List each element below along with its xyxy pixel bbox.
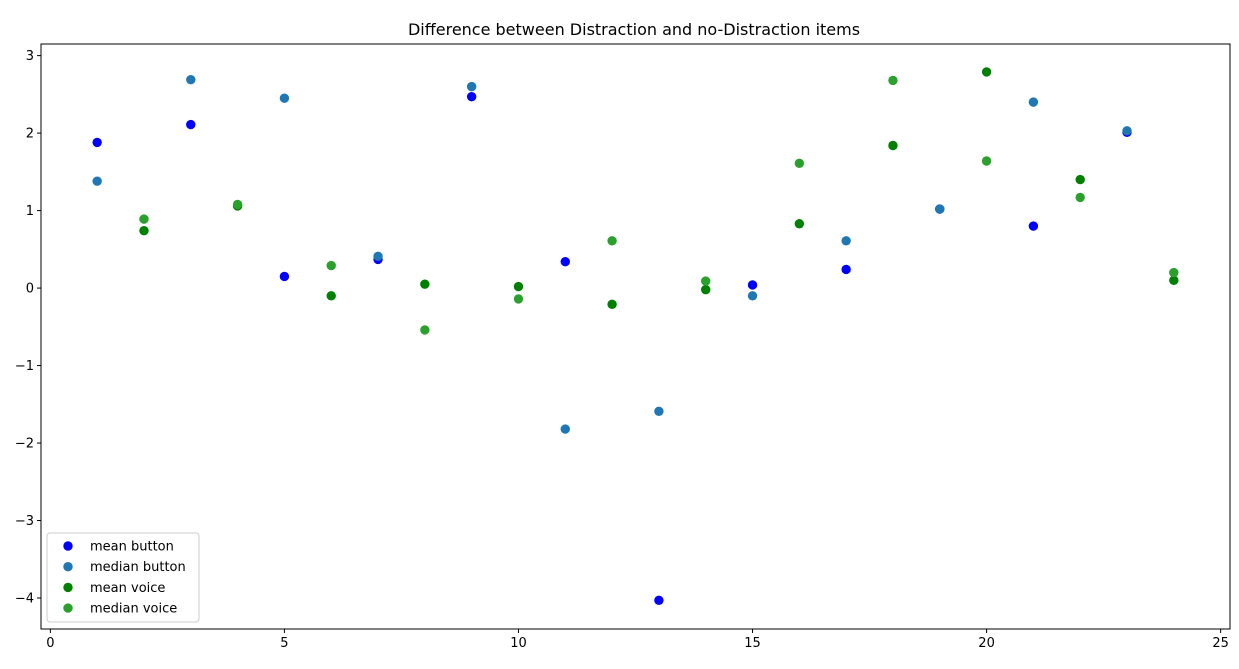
y-tick-label: 0: [26, 282, 34, 297]
data-point: [560, 257, 570, 267]
data-point: [841, 236, 851, 246]
y-tick-label: −4: [15, 592, 34, 607]
chart-title: Difference between Distraction and no-Di…: [408, 20, 860, 39]
data-point: [373, 251, 383, 262]
plot-frame: [40, 43, 1231, 630]
data-point: [794, 219, 805, 229]
data-point: [1075, 174, 1085, 185]
y-tick-label: 3: [26, 49, 34, 64]
x-tick-label: 15: [744, 636, 761, 651]
x-tick-label: 25: [1212, 636, 1229, 651]
y-tick-label: 2: [26, 127, 34, 142]
data-point: [935, 204, 945, 214]
data-point: [747, 291, 758, 301]
y-axis: −4 −3 −2 −1 0 1 2 3: [15, 49, 41, 607]
x-tick-label: 20: [978, 636, 995, 651]
data-point: [466, 91, 477, 102]
legend: mean button median button mean voice median…: [46, 532, 200, 623]
data-point: [139, 226, 149, 236]
data-point: [1122, 126, 1132, 136]
data-point: [1028, 97, 1039, 107]
legend-marker: [63, 603, 73, 613]
series-median-button: [92, 74, 1132, 434]
data-point: [326, 291, 336, 301]
data-point: [654, 406, 664, 416]
legend-marker: [63, 562, 73, 572]
legend-label: median button: [90, 560, 186, 575]
data-point: [92, 176, 102, 186]
series-mean-button: [92, 91, 1132, 606]
data-points: [92, 67, 1179, 606]
y-tick-label: 1: [26, 204, 34, 219]
data-point: [747, 280, 758, 290]
data-point: [1028, 221, 1039, 231]
data-point: [981, 67, 992, 77]
data-point: [888, 75, 898, 86]
data-point: [560, 424, 570, 434]
data-point: [92, 137, 102, 148]
data-point: [513, 281, 524, 292]
x-tick-label: 5: [280, 636, 288, 651]
data-point: [186, 74, 196, 85]
data-point: [794, 158, 805, 169]
y-tick-label: −3: [15, 514, 34, 529]
y-tick-label: −1: [15, 359, 34, 374]
data-point: [232, 199, 243, 210]
series-median-voice: [139, 75, 1179, 335]
data-point: [607, 236, 617, 246]
data-point: [420, 279, 430, 289]
legend-marker: [63, 541, 73, 551]
data-point: [701, 276, 711, 286]
data-point: [326, 260, 336, 271]
data-point: [701, 284, 711, 295]
plot-area: [40, 43, 1231, 630]
data-point: [513, 294, 524, 304]
data-point: [607, 299, 617, 310]
legend-label: median voice: [90, 602, 177, 617]
data-point: [186, 119, 196, 130]
data-point: [1169, 275, 1179, 286]
data-point: [981, 156, 992, 166]
x-tick-label: 10: [510, 636, 527, 651]
x-tick-label: 0: [46, 636, 54, 651]
data-point: [1169, 267, 1179, 278]
data-point: [420, 325, 430, 335]
legend-marker: [63, 582, 73, 593]
legend-box: [46, 532, 200, 623]
data-point: [279, 93, 290, 103]
data-point: [466, 81, 477, 92]
data-point: [279, 271, 290, 282]
legend-label: mean voice: [90, 581, 165, 596]
data-point: [841, 264, 851, 275]
y-tick-label: −2: [15, 437, 34, 452]
data-point: [888, 140, 898, 151]
legend-label: mean button: [90, 540, 174, 555]
series-mean-voice: [139, 67, 1179, 310]
x-axis: 0 5 10 15 20 25: [46, 629, 1229, 651]
data-point: [139, 214, 149, 224]
data-point: [654, 595, 664, 606]
data-point: [1075, 192, 1085, 203]
